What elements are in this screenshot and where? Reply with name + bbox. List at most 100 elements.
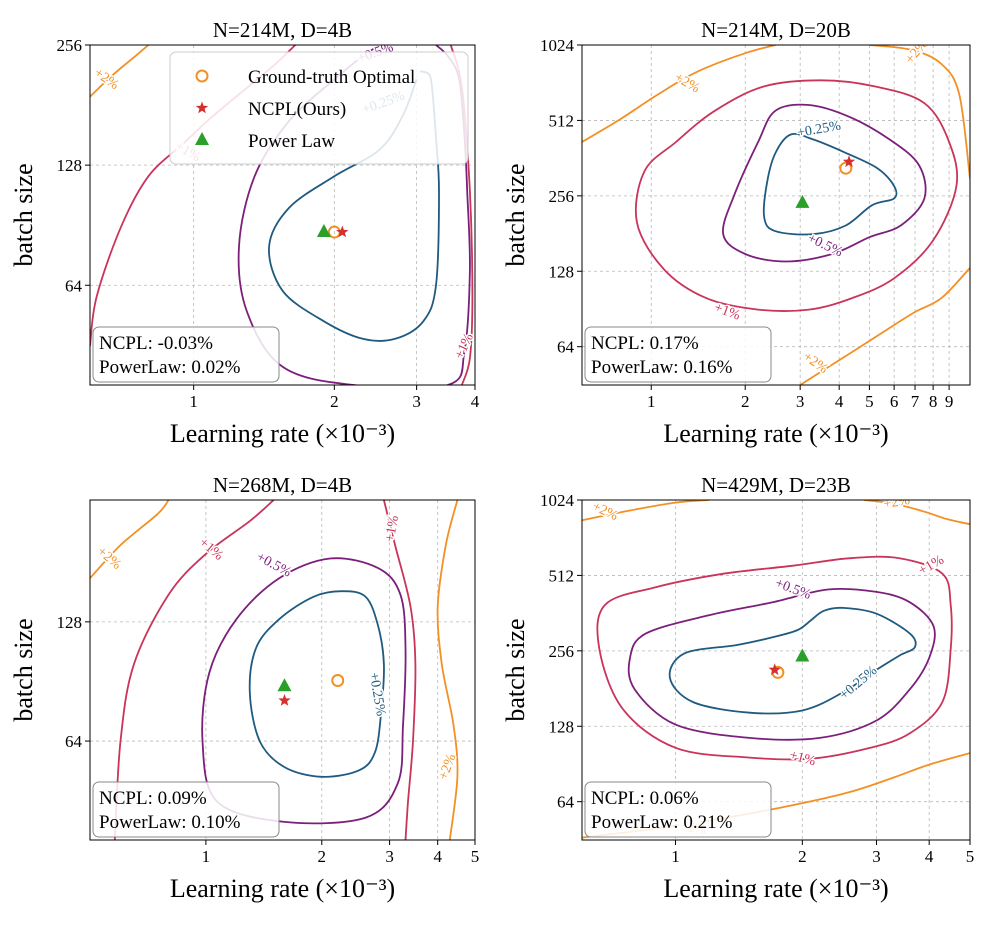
contour-label: +0.5% [254,550,294,581]
contour-label: +0.5% [773,576,813,603]
power-law-marker [795,194,810,208]
y-tick-label: 1024 [540,36,575,55]
x-tick-label: 2 [798,847,807,866]
contour-label: +0.25% [837,663,881,703]
contour-label: +0.25% [366,671,388,717]
power-law-marker [277,678,292,692]
power-law-marker [316,224,331,238]
markers [277,674,345,706]
x-tick-label: 3 [412,392,421,411]
contour-line [627,587,936,741]
subplot-2: +0.25%+0.5%+1%+2%+2%+2%1 2 3 4 5 6 7 8 964128256… [501,18,971,448]
ncpl-metric: NCPL: 0.17% [591,333,699,354]
x-tick-label: 4 [925,847,934,866]
ground-truth-marker [839,161,853,175]
subplot-4: +0.25%+0.5%+1%+1%+2%+2%+2%12345641282565… [501,473,974,903]
subplot-title: N=214M, D=4B [213,18,352,42]
contour-label: +2% [882,493,911,512]
y-tick-label: 128 [549,262,575,281]
x-tick-label: 3 [385,847,394,866]
ground-truth-marker [331,674,345,688]
contour-line [668,606,917,715]
y-axis-label: batch size [9,163,38,266]
x-axis-label: Learning rate (×10⁻³) [170,419,395,448]
contour-line [596,555,953,761]
subplot-title: N=214M, D=20B [701,18,851,42]
ticks: 1 2 3 4 5 64 128 [57,613,480,866]
y-tick-label: 512 [549,566,575,585]
x-tick-label: 3 [872,847,881,866]
y-tick-label: 256 [57,36,83,55]
contour-label: +2% [672,70,703,96]
contour-label: +2% [903,37,932,67]
contour-label: +2% [436,752,459,782]
contour-line [248,590,385,778]
contour-label: +2% [91,66,122,94]
x-tick-label: 1 [189,392,198,411]
ncpl-metric: NCPL: 0.09% [99,788,207,809]
y-tick-label: 64 [65,732,83,751]
ncpl-marker [842,155,856,168]
ncpl-metric: NCPL: 0.06% [591,788,699,809]
contour-line [799,267,970,385]
markers [316,224,349,239]
legend-ground-truth-label: Ground-truth Optimal [248,67,415,88]
legend-ground-truth-icon [195,69,209,83]
legend: Ground-truth Optimal NCPL(Ours) Power Law [169,51,469,165]
x-tick-label: 2 [318,847,327,866]
plot-frame [89,499,476,841]
x-tick-label: 2 [330,392,339,411]
metric-box [92,781,280,838]
legend-box [169,51,469,165]
contour-group: +0.25%+0.5%+1%+1%+2%+2% [90,500,461,840]
powerlaw-metric: PowerLaw: 0.02% [99,357,241,378]
legend-ncpl-icon [195,101,209,114]
contour-line [863,500,970,526]
x-tick-label: 2 [741,392,750,411]
x-tick-label: 1 [647,392,656,411]
legend-ncpl-label: NCPL(Ours) [248,99,346,120]
x-tick-label: 5 [966,847,975,866]
powerlaw-metric: PowerLaw: 0.21% [591,812,733,833]
contour-label: +0.25% [796,118,842,140]
contour-line [762,132,898,236]
contour-label: +2% [800,349,831,377]
contour-label: +1% [383,514,402,543]
y-tick-label: 128 [57,613,83,632]
ticks: 1 2 3 4 5 64 128 256 512 1024 [540,491,974,866]
contour-line [383,500,417,840]
x-tick-label: 4 [835,392,844,411]
contour-label: +1% [712,300,742,323]
x-tick-label: 5 [865,392,874,411]
contour-line [582,500,709,522]
metric-box [584,326,772,383]
y-tick-label: 128 [549,717,575,736]
contour-line [90,500,170,579]
plot-frame [89,44,476,386]
contour-line [113,500,275,840]
powerlaw-metric: PowerLaw: 0.10% [99,812,241,833]
ncpl-marker [768,663,781,676]
plot-frame [581,44,971,386]
markers [795,155,856,208]
contour-label: +2% [590,499,621,524]
contour-line [436,500,459,840]
contour-line [582,45,776,143]
contour-line [634,79,959,312]
contour-line [869,45,970,179]
legend-power-law-icon [195,132,209,145]
y-tick-label: 64 [557,793,575,812]
y-tick-label: 1024 [540,491,575,510]
ncpl-metric: NCPL: -0.03% [99,333,213,354]
y-axis-label: batch size [9,618,38,721]
contour-line [90,45,149,98]
y-axis-label: batch size [501,618,530,721]
x-tick-label: 5 [471,847,480,866]
powerlaw-metric: PowerLaw: 0.16% [591,357,733,378]
contour-label: +1% [788,748,818,769]
x-tick-label: 9 [945,392,954,411]
x-axis-label: Learning rate (×10⁻³) [170,874,395,903]
x-tick-label: 6 [890,392,899,411]
x-tick-label: 8 [929,392,938,411]
